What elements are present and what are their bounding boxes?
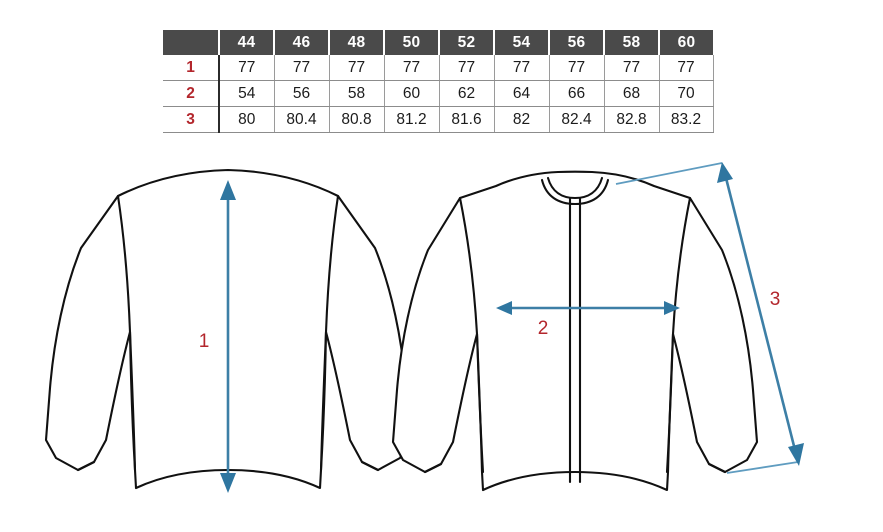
cell-r3-c60: 83.2 (658, 106, 714, 133)
cell-r2-c60: 70 (658, 80, 714, 107)
table-header-size-52: 52 (438, 30, 495, 55)
back-view-left-armhole-seam (116, 194, 137, 472)
table-header: 44 46 48 50 52 54 56 58 60 (163, 30, 713, 55)
cell-r1-c50: 77 (383, 55, 440, 81)
size-chart-table-container: 44 46 48 50 52 54 56 58 60 1 77 77 77 77… (163, 30, 714, 133)
front-view-left-cuff (423, 462, 443, 474)
row-label-3: 3 (163, 106, 220, 133)
cell-r3-c50: 81.2 (383, 106, 440, 133)
dimension-2-label: 2 (538, 318, 549, 339)
dimension-3-leader-top (615, 162, 723, 185)
cell-r2-c50: 60 (383, 80, 440, 107)
dimension-1-arrowhead-top (220, 180, 236, 200)
cell-r1-c48: 77 (328, 55, 385, 81)
table-corner-cell (163, 30, 220, 55)
cell-r2-c52: 62 (438, 80, 495, 107)
cell-r3-c58: 82.8 (603, 106, 660, 133)
cell-r1-c58: 77 (603, 55, 660, 81)
cell-r3-c52: 81.6 (438, 106, 495, 133)
table-row: 2 54 56 58 60 62 64 66 68 70 (163, 80, 714, 107)
cell-r3-c48: 80.8 (328, 106, 385, 133)
cell-r3-c56: 82.4 (548, 106, 605, 133)
dimension-3-arrowhead-bottom (788, 443, 804, 466)
back-view-right-armhole-seam (319, 194, 340, 472)
dimension-3-label: 3 (770, 289, 781, 310)
table-header-size-54: 54 (493, 30, 550, 55)
cell-r3-c54: 82 (493, 106, 550, 133)
front-view-outline (391, 170, 759, 492)
cell-r2-c54: 64 (493, 80, 550, 107)
dimension-3-leader-bottom (726, 461, 799, 474)
front-view-collar-inner (546, 176, 604, 200)
dimension-arrow-2: 2 (496, 301, 680, 339)
dimension-1-label: 1 (199, 331, 210, 352)
front-view-right-cuff (707, 462, 727, 474)
cell-r1-c46: 77 (273, 55, 330, 81)
cell-r1-c56: 77 (548, 55, 605, 81)
cell-r1-c52: 77 (438, 55, 495, 81)
diagrams-svg: 1 2 (44, 162, 804, 493)
cell-r1-c44: 77 (218, 55, 275, 81)
row-label-1: 1 (163, 55, 220, 81)
front-view-garment: 2 3 (391, 162, 804, 492)
table-row: 3 80 80.4 80.8 81.2 81.6 82 82.4 82.8 83… (163, 106, 714, 133)
back-view-left-cuff (76, 460, 96, 472)
front-view-right-armhole-seam (665, 196, 692, 474)
back-view-garment: 1 (44, 168, 412, 493)
dimension-2-arrowhead-right (664, 301, 680, 315)
cell-r2-c58: 68 (603, 80, 660, 107)
table-header-size-56: 56 (548, 30, 605, 55)
table-header-size-48: 48 (328, 30, 385, 55)
table-header-size-50: 50 (383, 30, 440, 55)
cell-r2-c48: 58 (328, 80, 385, 107)
dimension-1-arrowhead-bottom (220, 473, 236, 493)
dimension-arrow-3: 3 (615, 162, 804, 474)
cell-r2-c44: 54 (218, 80, 275, 107)
table-body: 1 77 77 77 77 77 77 77 77 77 2 54 56 58 … (163, 55, 714, 133)
cell-r3-c46: 80.4 (273, 106, 330, 133)
front-view-neckline (540, 178, 610, 206)
size-chart-table: 44 46 48 50 52 54 56 58 60 1 77 77 77 77… (163, 30, 714, 133)
dimension-2-arrowhead-left (496, 301, 512, 315)
table-header-row: 44 46 48 50 52 54 56 58 60 (163, 30, 713, 55)
back-view-right-cuff (360, 460, 380, 472)
cell-r1-c60: 77 (658, 55, 714, 81)
dimension-arrow-1: 1 (199, 180, 236, 493)
garment-diagrams: 1 2 (0, 140, 883, 532)
table-row: 1 77 77 77 77 77 77 77 77 77 (163, 55, 714, 81)
dimension-3-line (724, 177, 797, 451)
cell-r2-c56: 66 (548, 80, 605, 107)
table-header-size-44: 44 (218, 30, 275, 55)
table-header-size-58: 58 (603, 30, 660, 55)
row-label-2: 2 (163, 80, 220, 107)
cell-r1-c54: 77 (493, 55, 550, 81)
cell-r3-c44: 80 (218, 106, 275, 133)
table-header-size-60: 60 (658, 30, 713, 55)
dimension-3-arrowhead-top (717, 162, 733, 183)
table-header-size-46: 46 (273, 30, 330, 55)
cell-r2-c46: 56 (273, 80, 330, 107)
front-view-left-armhole-seam (458, 196, 485, 474)
